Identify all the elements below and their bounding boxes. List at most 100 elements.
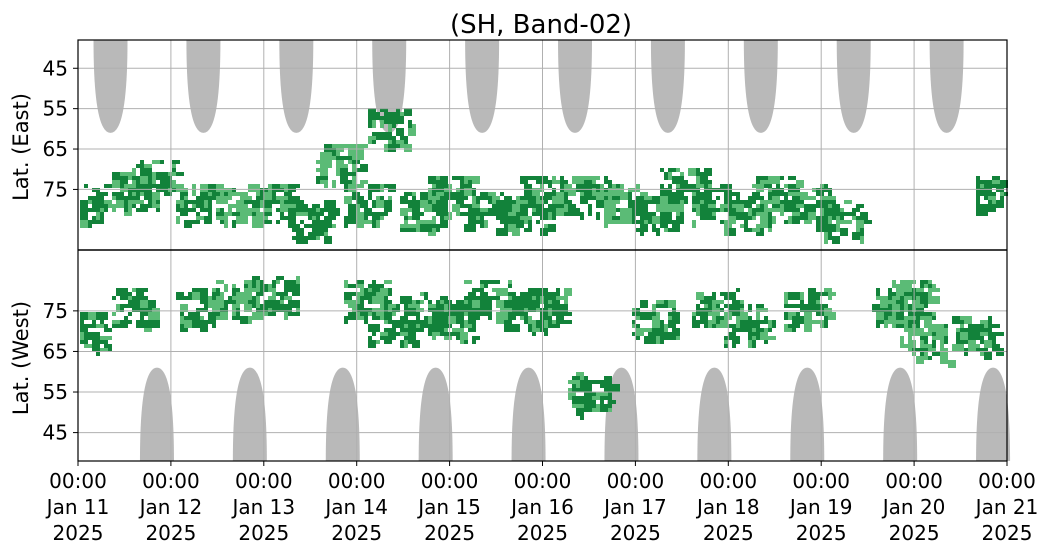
activity-cell [708,304,712,312]
activity-cell [792,316,800,324]
activity-cell [452,328,460,332]
activity-cell [780,176,784,180]
activity-cell [744,328,748,332]
activity-cell [924,312,932,316]
activity-cell [560,176,564,180]
activity-cell [712,324,716,328]
activity-cell [556,208,564,216]
activity-cell [784,312,788,316]
activity-cell [672,328,680,332]
activity-cell [888,300,896,304]
activity-cell [588,204,592,212]
activity-cell [752,184,756,188]
activity-cell [332,180,336,188]
activity-cell [544,304,552,308]
activity-cell [504,196,508,200]
activity-cell [508,292,516,296]
activity-cell [536,220,540,224]
activity-cell [372,212,376,220]
activity-cell [608,400,612,408]
activity-cell [124,304,132,308]
activity-cell [528,220,532,224]
activity-cell [900,344,908,348]
activity-cell [852,232,860,240]
activity-cell [676,216,684,220]
activity-cell [952,344,956,352]
activity-cell [388,328,396,336]
x-tick-date: Jan 18 [695,495,760,519]
activity-cell [148,300,156,304]
activity-cell [472,336,480,340]
activity-cell [844,220,852,224]
activity-cell [660,196,664,200]
activity-cell [236,200,244,208]
activity-cell [900,304,904,308]
activity-cell [560,200,564,204]
activity-cell [324,172,328,176]
activity-cell [884,308,888,316]
activity-cell [116,288,120,296]
activity-cell [256,300,260,308]
activity-cell [216,316,220,320]
activity-cell [800,192,808,200]
activity-cell [372,288,376,296]
activity-cell [152,192,160,200]
activity-cell [816,308,820,316]
shadow-lobe-east-8 [836,40,871,133]
activity-cell [640,300,648,308]
activity-cell [528,308,536,312]
activity-cell [908,292,912,296]
activity-cell [448,320,456,324]
x-tick-year: 2025 [331,521,382,545]
activity-cell [524,176,528,184]
activity-cell [436,332,440,336]
activity-cell [184,316,192,320]
activity-cell [984,180,988,184]
activity-cell [588,196,592,200]
activity-cell [464,280,468,284]
activity-cell [856,208,860,212]
activity-cell [216,312,220,316]
activity-cell [548,296,556,300]
activity-cell [580,412,584,420]
activity-cell [844,212,852,216]
activity-cell [232,212,240,216]
activity-cell [488,200,492,204]
activity-cell [448,332,456,336]
activity-cell [476,204,480,208]
activity-cell [552,324,560,328]
activity-cell [236,216,244,224]
activity-cell [796,180,804,188]
activity-cell [520,204,528,208]
activity-cell [112,172,120,176]
activity-cell [332,208,340,216]
activity-cell [396,128,404,136]
activity-cell [660,336,664,344]
activity-cell [484,220,488,224]
activity-cell [392,136,396,144]
activity-cell [360,196,364,204]
activity-cell [248,292,252,300]
activity-cell [908,340,916,344]
activity-cell [364,220,372,224]
activity-cell [364,204,368,208]
activity-cell [836,224,840,232]
activity-cell [316,224,320,228]
activity-cell [372,340,376,344]
activity-cell [256,208,260,212]
activity-cell [436,200,444,208]
activity-cell [348,304,356,308]
activity-cell [668,228,676,232]
activity-cell [456,300,464,308]
activity-cell [380,132,388,140]
activity-cell [700,216,704,220]
activity-cell [896,312,904,320]
activity-cell [208,312,216,320]
activity-cell [412,212,416,220]
activity-cell [420,292,424,296]
activity-cell [356,296,360,304]
activity-cell [80,216,88,220]
activity-cell [196,200,200,204]
activity-cell [524,228,528,232]
activity-cell [328,200,332,204]
